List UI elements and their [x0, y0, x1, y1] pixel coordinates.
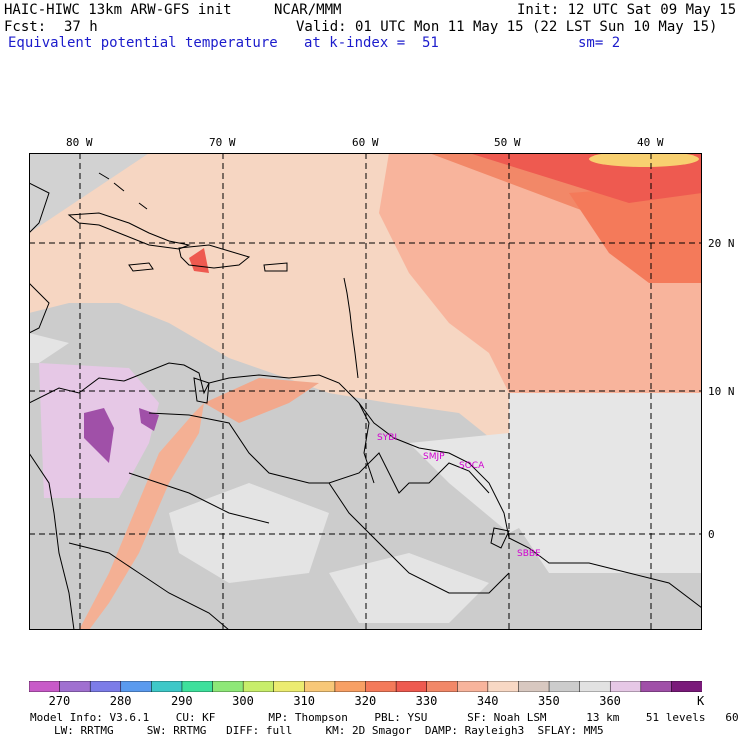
lat-label-eq: 0 [708, 528, 715, 541]
colorbar-swatch [151, 681, 183, 692]
colorbar [29, 681, 702, 692]
colorbar-swatch [640, 681, 673, 692]
theta-e-map: SYBI SMJP SOCA SBBE [29, 153, 702, 630]
model-info-line1: Model Info: V3.6.1 CU: KF MP: Thompson P… [30, 711, 740, 724]
colorbar-swatch [426, 681, 459, 692]
fcst-value: 37 h [64, 19, 98, 35]
colorbar-tick-label: 290 [170, 694, 193, 708]
colorbar-swatch [579, 681, 611, 692]
graticule [29, 153, 702, 630]
station-sybi: SYBI [377, 433, 397, 443]
colorbar-tick-label: 350 [538, 694, 560, 708]
colorbar-tick-label: 300 [232, 694, 254, 708]
station-sbbe: SBBE [517, 549, 541, 559]
map-frame [29, 153, 702, 630]
lon-label-80w: 80 W [66, 136, 93, 149]
field-venezuela [204, 378, 319, 423]
colorbar-unit: K [697, 694, 705, 708]
field-andes [79, 403, 204, 630]
lon-label-50w: 50 W [494, 136, 521, 149]
colorbar-swatch [273, 681, 306, 692]
colorbar-swatch [181, 681, 214, 692]
lon-label-60w: 60 W [352, 136, 379, 149]
colorbar-swatch [334, 681, 367, 692]
field-name: Equivalent potential temperature [8, 35, 278, 51]
colorbar-swatch [518, 681, 550, 692]
colorbar-tick-label: 280 [109, 694, 132, 708]
colorbar-tick-label: 310 [293, 694, 315, 708]
colorbar-tick-label: 330 [415, 694, 438, 708]
lat-label-10n: 10 N [708, 385, 735, 398]
colorbar-swatch [548, 681, 581, 692]
colorbar-swatch [487, 681, 520, 692]
colorbar-swatch [395, 681, 428, 692]
colorbar-tick-label: 340 [476, 694, 499, 708]
fcst-label: Fcst: [4, 19, 47, 35]
smoothing-info: sm= 2 [578, 35, 621, 51]
level-info: at k-index = 51 [304, 35, 439, 51]
station-soca: SOCA [459, 461, 485, 471]
colorbar-swatch [120, 681, 153, 692]
org-label: NCAR/MMM [274, 2, 342, 18]
field-purple [84, 408, 114, 463]
colorbar-swatch [457, 681, 489, 692]
field-pale-east [509, 393, 702, 573]
field-yellow [589, 153, 699, 167]
model-info-line2: LW: RRTMG SW: RRTMG DIFF: full KM: 2D Sm… [54, 724, 604, 737]
lat-label-20n: 20 N [708, 237, 735, 250]
lon-label-70w: 70 W [209, 136, 236, 149]
colorbar-swatch [59, 681, 91, 692]
colorbar-swatch [29, 681, 61, 692]
colorbar-tick-label: 320 [354, 694, 377, 708]
field-panama [29, 333, 69, 363]
field-pale-south [329, 553, 489, 623]
init-time: Init: 12 UTC Sat 09 May 15 [517, 2, 737, 18]
colorbar-tick-label: 360 [599, 694, 621, 708]
colorbar-swatch [212, 681, 244, 692]
model-title: HAIC-HIWC 13km ARW-GFS init [4, 2, 232, 18]
valid-time: Valid: 01 UTC Mon 11 May 15 (22 LST Sun … [296, 19, 718, 35]
colorbar-swatch [609, 681, 642, 692]
colorbar-tick-label: 270 [48, 694, 71, 708]
colorbar-swatch [89, 681, 122, 692]
field-gulf [29, 153, 149, 233]
colorbar-swatch [242, 681, 275, 692]
lon-label-40w: 40 W [637, 136, 664, 149]
field-pale-guianas [409, 433, 549, 533]
field-red-east [569, 183, 702, 283]
colorbar-swatch [671, 681, 702, 692]
station-smjp: SMJP [423, 452, 445, 462]
colorbar-swatch [304, 681, 336, 692]
colorbar-swatch [365, 681, 397, 692]
field-pale-amazon [169, 483, 329, 583]
